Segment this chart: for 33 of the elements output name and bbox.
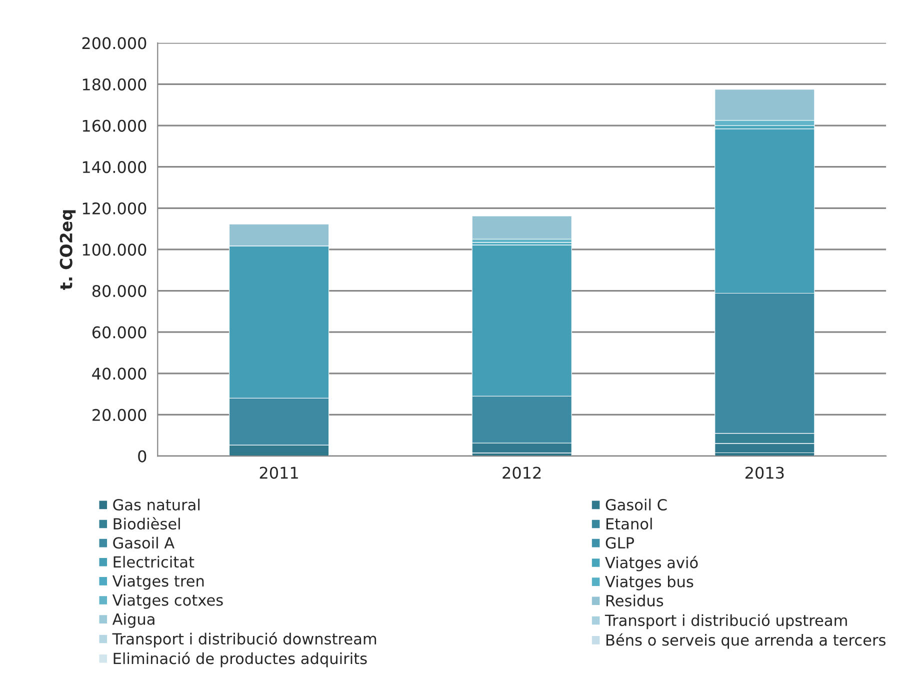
- legend-label: Béns o serveis que arrenda a tercers: [606, 633, 886, 649]
- legend-label: Gasoil A: [113, 536, 174, 549]
- y-tick-label: 120.000: [82, 202, 146, 214]
- legend-label: Viatges tren: [112, 574, 204, 590]
- legend-label: Viatges cotxes: [112, 594, 223, 609]
- legend-label: Biodièsel: [114, 517, 180, 530]
- legend-label: Electricitat: [114, 556, 194, 568]
- legend-label: Gas natural: [113, 498, 200, 511]
- x-tick-label: 2011: [260, 466, 298, 479]
- y-tick-label: 140.000: [82, 161, 146, 174]
- y-axis-title: t. CO2eq: [60, 210, 76, 290]
- legend-label: GLP: [606, 537, 634, 549]
- legend-label: Viatges bus: [605, 576, 694, 590]
- bar: [472, 216, 572, 240]
- y-tick-label: 160.000: [82, 120, 146, 132]
- legend-label: Transport i distribució upstream: [604, 614, 847, 630]
- y-tick-label: 100.000: [82, 244, 146, 256]
- x-tick-label: 2012: [502, 466, 541, 479]
- legend-label: Transport i distribució downstream: [112, 632, 376, 648]
- legend-label: Residus: [606, 594, 664, 606]
- y-tick-label: 40.000: [92, 368, 146, 380]
- y-tick-label: 180.000: [82, 78, 146, 91]
- y-tick-label: 80.000: [92, 284, 146, 298]
- legend-label: Gasoil C: [606, 498, 667, 511]
- y-tick-label: 200.000: [82, 37, 146, 50]
- x-tick-label: 2013: [746, 466, 784, 479]
- y-tick-label: 60.000: [92, 326, 146, 338]
- legend-label: Etanol: [606, 518, 652, 530]
- legend-label: Viatges avió: [605, 556, 698, 572]
- y-tick-label: 20.000: [92, 408, 146, 422]
- y-tick-label: 0: [138, 450, 146, 462]
- legend-label: Aigua: [112, 613, 154, 628]
- legend-label: Eliminació de productes adquirits: [114, 652, 367, 668]
